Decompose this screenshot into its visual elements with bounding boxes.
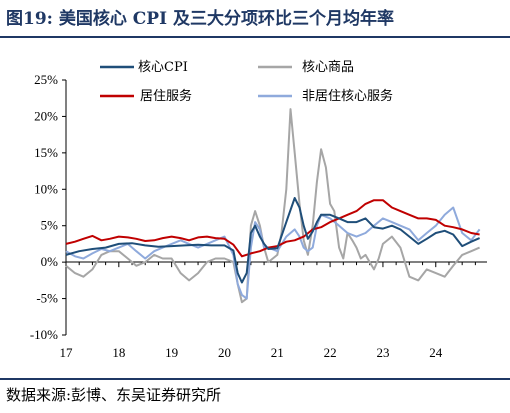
chart-legend: 核心CPI 核心商品 居住服务 非居住核心服务 xyxy=(100,60,393,104)
y-tick-label: 20% xyxy=(34,108,58,123)
figure-title: 图19: 美国核心 CPI 及三大分项环比三个月均年率 xyxy=(6,9,394,29)
series-group xyxy=(65,108,481,304)
title-divider xyxy=(0,36,510,38)
source-divider xyxy=(0,378,510,380)
y-tick-label: 5% xyxy=(41,218,59,233)
x-tick-label: 21 xyxy=(271,345,284,360)
y-tick-label: 15% xyxy=(34,145,58,160)
y-tick-label: 10% xyxy=(34,181,58,196)
series-line-shelter xyxy=(65,199,480,258)
x-tick-label: 20 xyxy=(218,345,231,360)
data-source: 数据来源:彭博、东吴证券研究所 xyxy=(6,386,222,404)
x-tick-label: 18 xyxy=(112,345,125,360)
y-tick-label: -10% xyxy=(30,327,58,342)
series-line-core-goods xyxy=(65,108,480,304)
y-tick-label: 0% xyxy=(41,254,59,269)
legend-label-core-cpi: 核心CPI xyxy=(138,60,188,75)
legend-label-supercore-services: 非居住核心服务 xyxy=(302,88,393,104)
y-tick-label: -5% xyxy=(36,291,58,306)
legend-label-shelter: 居住服务 xyxy=(140,88,192,104)
y-tick-group: 25% 20% 15% 10% 5% 0% -5% -10% xyxy=(30,72,66,342)
x-axis: 17 18 19 20 21 22 23 24 xyxy=(60,261,487,360)
x-tick-label: 24 xyxy=(429,345,443,360)
legend-label-core-goods: 核心商品 xyxy=(302,60,354,75)
x-tick-label: 17 xyxy=(60,345,74,360)
x-tick-group: 17 18 19 20 21 22 23 24 xyxy=(60,262,476,360)
y-tick-label: 25% xyxy=(34,72,58,87)
x-tick-label: 23 xyxy=(376,345,389,360)
x-tick-label: 19 xyxy=(165,345,178,360)
line-chart: 25% 20% 15% 10% 5% 0% -5% -10% 17 18 19 20 21 22 23 24… xyxy=(30,60,487,360)
y-axis: 25% 20% 15% 10% 5% 0% -5% -10% xyxy=(30,72,67,342)
series-line-core-cpi xyxy=(65,197,480,284)
x-tick-label: 22 xyxy=(324,345,337,360)
series-line-supercore-services xyxy=(65,206,481,300)
